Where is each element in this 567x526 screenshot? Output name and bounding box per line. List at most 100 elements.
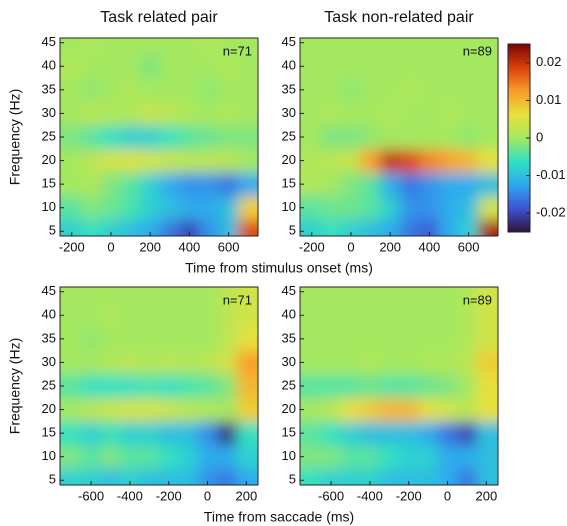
heat-cell (100, 350, 121, 375)
y-tick-label: 10 (282, 448, 296, 463)
heat-cell (341, 101, 362, 126)
heat-cell (418, 287, 439, 304)
x-tick-label: 200 (139, 239, 161, 254)
y-tick-label: 5 (49, 472, 56, 487)
heat-cell (140, 148, 161, 173)
y-tick-label: 25 (42, 128, 56, 143)
heat-cell (178, 468, 199, 485)
heat-cell (60, 78, 83, 103)
heat-cell (341, 172, 362, 197)
heat-cell (101, 172, 122, 197)
heat-cell (341, 78, 362, 103)
heat-cell (437, 374, 458, 399)
heat-cell (437, 327, 458, 352)
heat-cell (399, 327, 419, 352)
x-tick-label: 600 (218, 239, 240, 254)
heat-cell (300, 78, 323, 103)
heat-cell (159, 148, 181, 173)
x-tick-label: 0 (107, 239, 114, 254)
heat-cell (238, 78, 258, 103)
y-tick-label: 30 (282, 354, 296, 369)
heat-cell (238, 195, 258, 220)
heat-cell (437, 468, 458, 485)
heat-cell (360, 172, 381, 197)
x-tick-label: -400 (357, 488, 383, 503)
heat-cell (379, 303, 400, 328)
heat-cell (399, 468, 419, 485)
heat-cell (458, 172, 479, 197)
heat-cell (341, 125, 362, 150)
heat-cell (81, 125, 102, 150)
heat-cell (217, 327, 238, 352)
heat-cell (437, 303, 458, 328)
heat-cell (81, 54, 102, 79)
heat-cell (238, 125, 258, 150)
heat-cell (218, 125, 239, 150)
heat-cell (139, 374, 160, 399)
heat-cell (321, 219, 342, 236)
heat-cell (217, 303, 238, 328)
heat-cell (439, 101, 460, 126)
heat-cell (159, 219, 181, 236)
y-tick-label: 20 (42, 401, 56, 416)
heat-cell (399, 397, 419, 422)
heat-cell (217, 444, 238, 469)
heat-cell (360, 374, 381, 399)
heat-cell (159, 287, 179, 304)
heat-cell (399, 219, 421, 236)
heat-cell (379, 397, 400, 422)
heat-cell (300, 350, 322, 375)
heat-cell (159, 444, 179, 469)
x-tick-label: 0 (347, 239, 354, 254)
heat-cell (399, 350, 419, 375)
heat-cell (60, 125, 83, 150)
y-tick-label: 5 (49, 223, 56, 238)
heat-cell (419, 38, 440, 55)
heat-cell (100, 374, 121, 399)
heat-cell (140, 101, 161, 126)
x-tick-label: -200 (156, 488, 182, 503)
heatmap (60, 287, 258, 485)
heat-cell (179, 125, 200, 150)
x-tick-label: 200 (236, 488, 258, 503)
colorbar-tick-label: 0.02 (536, 54, 561, 69)
heat-cell (159, 350, 179, 375)
heat-cell (60, 101, 83, 126)
heat-cell (340, 444, 361, 469)
y-tick-label: 15 (282, 425, 296, 440)
heat-cell (218, 195, 239, 220)
heat-cell (120, 350, 141, 375)
heat-cell (81, 350, 102, 375)
heat-cell (159, 374, 179, 399)
plot-area (60, 38, 258, 236)
heat-cell (437, 421, 458, 446)
heat-cell (139, 444, 160, 469)
heat-cell (199, 101, 220, 126)
heat-cell (380, 78, 401, 103)
heat-cell (236, 327, 258, 352)
heat-cell (217, 468, 238, 485)
heat-cell (439, 78, 460, 103)
heat-cell (380, 148, 401, 173)
heat-cell (399, 148, 421, 173)
heatmap (300, 38, 498, 236)
y-tick-label: 40 (42, 307, 56, 322)
heat-cell (476, 421, 498, 446)
heat-cell (60, 172, 83, 197)
heat-cell (457, 303, 478, 328)
sample-size: n=89 (463, 292, 492, 307)
heat-cell (120, 148, 141, 173)
y-tick-label: 25 (282, 377, 296, 392)
heat-cell (419, 101, 440, 126)
heat-cell (100, 327, 121, 352)
x-tick-label: 400 (419, 239, 441, 254)
heat-cell (218, 172, 239, 197)
heat-cell (321, 172, 342, 197)
heat-cell (197, 350, 218, 375)
heat-cell (458, 148, 479, 173)
heat-cell (60, 350, 82, 375)
y-tick-label: 5 (289, 472, 296, 487)
y-tick-label: 25 (282, 128, 296, 143)
y-tick-label: 40 (282, 58, 296, 73)
heat-cell (217, 374, 238, 399)
